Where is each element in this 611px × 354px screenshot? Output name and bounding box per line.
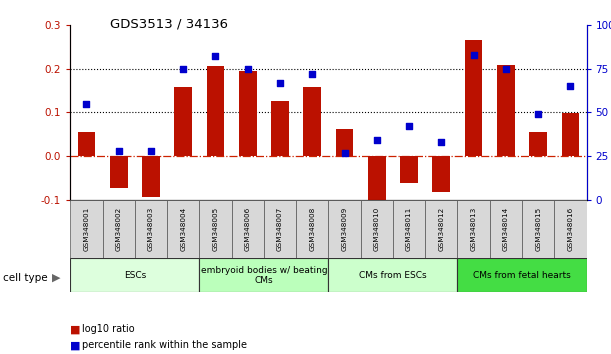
Text: CMs from ESCs: CMs from ESCs bbox=[359, 271, 426, 280]
Text: GSM348010: GSM348010 bbox=[374, 207, 380, 251]
Text: GSM348003: GSM348003 bbox=[148, 207, 154, 251]
Point bbox=[436, 139, 446, 145]
Point bbox=[146, 148, 156, 154]
Text: ▶: ▶ bbox=[52, 273, 60, 283]
Point bbox=[275, 80, 285, 85]
Text: ESCs: ESCs bbox=[123, 271, 146, 280]
Bar bbox=[329, 200, 360, 258]
Bar bbox=[562, 113, 579, 156]
Point bbox=[307, 71, 317, 77]
Text: GSM348013: GSM348013 bbox=[470, 207, 477, 251]
Point bbox=[114, 148, 123, 154]
Bar bbox=[458, 258, 587, 292]
Bar bbox=[70, 258, 199, 292]
Point bbox=[178, 66, 188, 72]
Text: GSM348002: GSM348002 bbox=[115, 207, 122, 251]
Text: percentile rank within the sample: percentile rank within the sample bbox=[82, 340, 247, 350]
Text: GSM348012: GSM348012 bbox=[438, 207, 444, 251]
Bar bbox=[167, 200, 199, 258]
Bar bbox=[264, 200, 296, 258]
Bar bbox=[103, 200, 135, 258]
Point bbox=[243, 66, 252, 72]
Bar bbox=[199, 258, 329, 292]
Text: GSM348009: GSM348009 bbox=[342, 207, 348, 251]
Bar bbox=[425, 200, 458, 258]
Text: GSM348016: GSM348016 bbox=[568, 207, 574, 251]
Point bbox=[404, 124, 414, 129]
Text: GSM348005: GSM348005 bbox=[213, 207, 219, 251]
Point bbox=[372, 138, 382, 143]
Bar bbox=[199, 200, 232, 258]
Bar bbox=[522, 200, 554, 258]
Text: cell type: cell type bbox=[3, 273, 48, 283]
Bar bbox=[239, 71, 257, 156]
Text: GSM348007: GSM348007 bbox=[277, 207, 283, 251]
Text: ■: ■ bbox=[70, 340, 81, 350]
Text: log10 ratio: log10 ratio bbox=[82, 324, 135, 334]
Point bbox=[211, 53, 221, 59]
Bar bbox=[70, 200, 103, 258]
Bar bbox=[207, 67, 224, 156]
Point bbox=[501, 66, 511, 72]
Bar bbox=[490, 200, 522, 258]
Point bbox=[566, 83, 576, 89]
Text: GSM348008: GSM348008 bbox=[309, 207, 315, 251]
Bar bbox=[329, 258, 458, 292]
Bar bbox=[296, 200, 329, 258]
Bar bbox=[393, 200, 425, 258]
Text: ■: ■ bbox=[70, 324, 81, 334]
Point bbox=[533, 111, 543, 117]
Point bbox=[81, 101, 91, 107]
Bar bbox=[433, 156, 450, 192]
Bar bbox=[174, 87, 192, 156]
Text: GSM348001: GSM348001 bbox=[83, 207, 89, 251]
Text: GDS3513 / 34136: GDS3513 / 34136 bbox=[110, 18, 228, 31]
Bar bbox=[529, 132, 547, 156]
Text: CMs from fetal hearts: CMs from fetal hearts bbox=[473, 271, 571, 280]
Bar bbox=[335, 129, 353, 156]
Bar bbox=[78, 132, 95, 156]
Point bbox=[469, 52, 478, 57]
Text: GSM348014: GSM348014 bbox=[503, 207, 509, 251]
Bar bbox=[400, 156, 418, 183]
Bar bbox=[554, 200, 587, 258]
Text: GSM348004: GSM348004 bbox=[180, 207, 186, 251]
Bar bbox=[368, 156, 386, 211]
Text: GSM348006: GSM348006 bbox=[245, 207, 251, 251]
Text: GSM348015: GSM348015 bbox=[535, 207, 541, 251]
Text: GSM348011: GSM348011 bbox=[406, 207, 412, 251]
Bar bbox=[135, 200, 167, 258]
Text: embryoid bodies w/ beating
CMs: embryoid bodies w/ beating CMs bbox=[200, 266, 327, 285]
Bar bbox=[304, 87, 321, 156]
Bar bbox=[360, 200, 393, 258]
Bar bbox=[465, 40, 483, 156]
Bar bbox=[497, 65, 514, 156]
Bar bbox=[110, 156, 128, 188]
Bar bbox=[232, 200, 264, 258]
Bar bbox=[271, 102, 289, 156]
Bar bbox=[142, 156, 160, 197]
Bar bbox=[458, 200, 490, 258]
Point bbox=[340, 150, 349, 155]
